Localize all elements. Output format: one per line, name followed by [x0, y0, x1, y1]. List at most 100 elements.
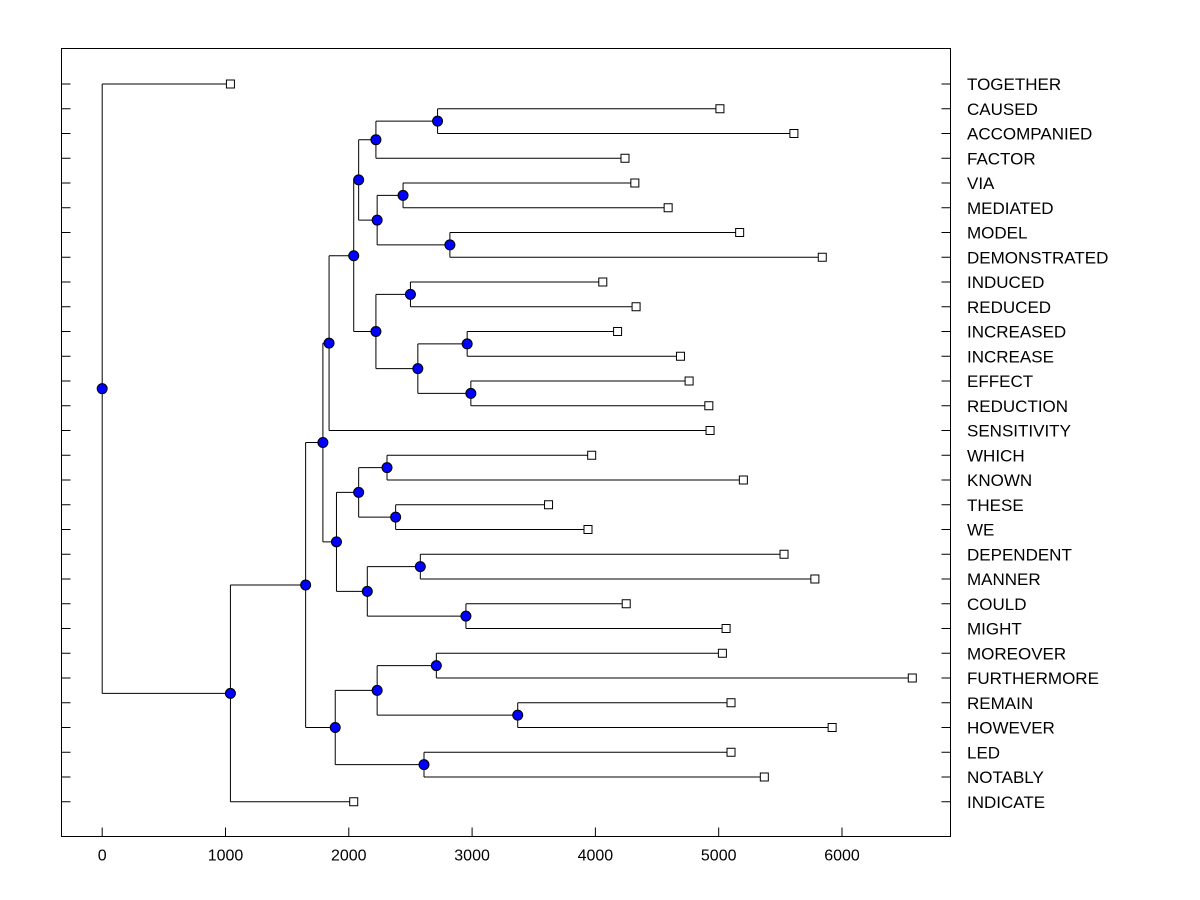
leaf-label: COULD: [967, 595, 1027, 614]
merge-node: [361, 585, 373, 597]
merge-node: [465, 387, 477, 399]
x-tick-label: 5000: [701, 848, 737, 865]
merge-node: [461, 338, 473, 350]
leaf-label: VIA: [967, 174, 995, 193]
leaf-label: THESE: [967, 496, 1024, 515]
leaf-marker: [738, 475, 748, 485]
leaf-marker: [705, 426, 715, 435]
leaf-marker: [225, 79, 235, 89]
x-tick-label: 6000: [824, 848, 860, 865]
leaf-marker: [721, 624, 731, 633]
leaf-label: MIGHT: [967, 620, 1022, 639]
merge-node: [370, 326, 382, 337]
leaf-marker: [779, 549, 789, 559]
leaf-marker: [583, 525, 593, 534]
leaf-label: MODEL: [967, 224, 1027, 243]
merge-node: [96, 383, 108, 395]
merge-node: [418, 759, 430, 771]
leaf-label: LED: [967, 743, 1000, 762]
leaf-label: INCREASED: [967, 323, 1066, 342]
x-tick-label: 2000: [331, 848, 367, 865]
merge-node: [323, 337, 335, 349]
leaf-label: INDUCED: [967, 273, 1044, 292]
leaf-marker: [726, 747, 736, 757]
leaf-label: TOGETHER: [967, 75, 1061, 94]
merge-node: [444, 239, 456, 251]
leaf-marker: [810, 574, 820, 584]
leaf-label: REDUCTION: [967, 397, 1068, 416]
leaf-label: HOWEVER: [967, 719, 1055, 738]
x-tick-label: 4000: [578, 848, 614, 865]
leaf-marker: [663, 203, 673, 213]
merge-node: [329, 722, 341, 733]
leaf-marker: [630, 178, 640, 188]
leaf-label: KNOWN: [967, 471, 1032, 490]
leaf-label: FACTOR: [967, 149, 1036, 168]
merge-node: [412, 363, 424, 375]
merge-node: [414, 561, 426, 573]
leaf-marker: [684, 376, 694, 386]
leaf-label: MANNER: [967, 570, 1041, 589]
leaf-marker: [621, 599, 631, 609]
leaf-label: MOREOVER: [967, 644, 1066, 663]
leaf-marker: [620, 153, 630, 163]
merge-node: [348, 250, 360, 262]
leaf-marker: [587, 450, 597, 460]
merge-node: [381, 462, 393, 474]
leaf-label: FURTHERMORE: [967, 669, 1099, 688]
leaf-label: EFFECT: [967, 372, 1033, 391]
leaf-label: INDICATE: [967, 793, 1045, 812]
leaf-marker: [715, 104, 725, 114]
leaf-label: MEDIATED: [967, 199, 1054, 218]
x-tick-label: 1000: [208, 848, 244, 865]
leaf-marker: [349, 797, 359, 807]
leaf-label: NOTABLY: [967, 768, 1044, 787]
leaf-label: WE: [967, 521, 994, 540]
leaf-marker: [675, 351, 685, 361]
merge-node: [397, 189, 409, 201]
plot-frame: [61, 48, 951, 837]
leaf-label: REDUCED: [967, 298, 1051, 317]
leaf-label: REMAIN: [967, 694, 1033, 713]
merge-node: [432, 115, 444, 127]
leaf-marker: [735, 228, 745, 237]
merge-node: [370, 134, 382, 146]
leaf-marker: [598, 277, 608, 287]
merge-node: [353, 486, 365, 498]
leaf-label: INCREASE: [967, 347, 1054, 366]
leaf-marker: [704, 401, 714, 411]
leaf-marker: [759, 772, 769, 782]
leaf-label: ACCOMPANIED: [967, 125, 1092, 144]
leaf-marker: [544, 500, 554, 510]
merge-node: [371, 214, 383, 226]
leaf-label: DEMONSTRATED: [967, 248, 1108, 267]
merge-node: [353, 174, 365, 186]
leaf-marker: [613, 327, 623, 336]
y-ticks: [61, 83, 951, 803]
x-tick-label: 0: [98, 848, 107, 865]
merge-node: [300, 579, 312, 591]
leaf-label: CAUSED: [967, 100, 1038, 119]
leaf-markers: [225, 79, 917, 807]
leaf-marker: [717, 648, 727, 658]
merge-node: [317, 436, 329, 448]
merge-node: [512, 709, 524, 721]
merge-nodes: [96, 115, 524, 771]
merge-node: [460, 610, 472, 622]
leaf-labels: TOGETHER CAUSED ACCOMPANIED FACTOR VIA MEDIAT…: [967, 75, 1108, 812]
leaf-marker: [726, 698, 736, 708]
leaf-label: DEPENDENT: [967, 545, 1072, 564]
merge-node: [330, 536, 342, 548]
leaf-label: SENSITIVITY: [967, 422, 1071, 441]
leaf-marker: [817, 252, 827, 262]
merge-node: [390, 511, 402, 523]
links: [101, 83, 913, 803]
merge-node: [430, 660, 442, 672]
merge-node: [404, 288, 416, 300]
x-tick-label: 3000: [454, 848, 490, 865]
merge-node: [371, 684, 383, 696]
leaf-marker: [789, 129, 799, 138]
leaf-marker: [827, 723, 837, 732]
leaf-label: WHICH: [967, 446, 1025, 465]
